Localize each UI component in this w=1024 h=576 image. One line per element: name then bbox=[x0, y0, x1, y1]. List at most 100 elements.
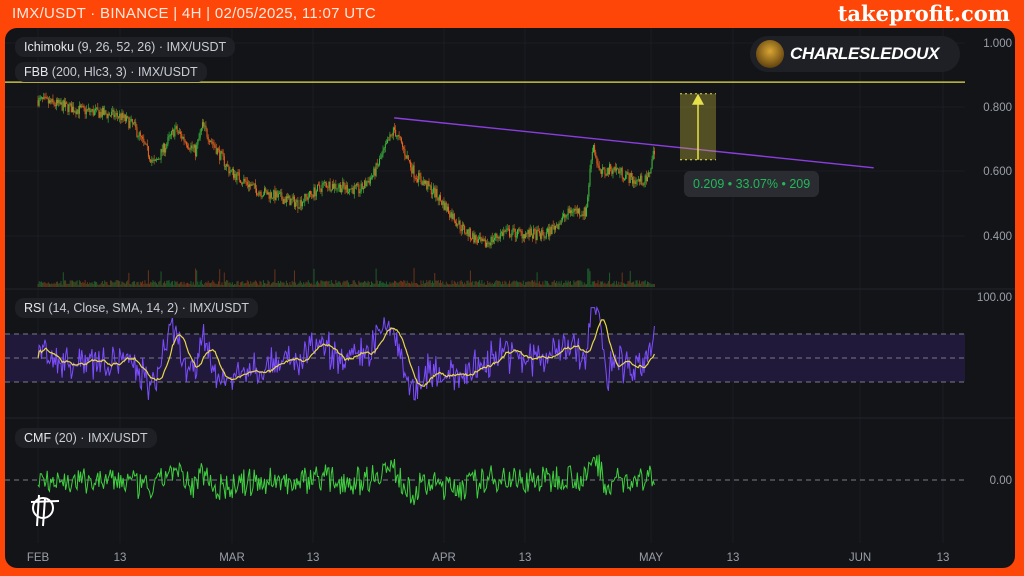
legend-cmf[interactable]: CMF (20) · IMX/USDT bbox=[15, 428, 157, 448]
candle-body bbox=[511, 233, 513, 237]
volume-bar bbox=[628, 280, 630, 287]
volume-bar bbox=[375, 268, 377, 287]
candle-body bbox=[366, 182, 368, 187]
volume-bar bbox=[170, 281, 172, 287]
candle-body bbox=[641, 175, 643, 185]
legend-cmf-name: CMF bbox=[24, 431, 52, 445]
volume-bar bbox=[351, 283, 353, 287]
candle-body bbox=[487, 242, 489, 244]
volume-bar bbox=[256, 281, 257, 287]
volume-bar bbox=[58, 283, 60, 287]
volume-bar bbox=[47, 282, 49, 287]
candle-body bbox=[650, 168, 652, 174]
candle-body bbox=[500, 232, 502, 234]
volume-bar bbox=[314, 284, 316, 287]
volume-bar bbox=[167, 280, 169, 287]
volume-bar bbox=[285, 280, 287, 287]
volume-bar bbox=[184, 284, 186, 287]
candle-body bbox=[523, 234, 525, 239]
candle-body bbox=[636, 179, 638, 182]
volume-bar bbox=[619, 284, 621, 287]
candle-body bbox=[151, 160, 153, 163]
candle-body bbox=[617, 168, 619, 170]
candle-body bbox=[352, 188, 354, 195]
volume-bar bbox=[497, 281, 499, 287]
volume-bar bbox=[621, 272, 623, 287]
candle-body bbox=[342, 181, 344, 189]
candle-body bbox=[364, 180, 366, 188]
candle-body bbox=[374, 168, 376, 176]
candle-body bbox=[40, 97, 42, 99]
volume-bar bbox=[338, 281, 340, 287]
volume-bar bbox=[100, 282, 102, 287]
volume-bar bbox=[636, 280, 638, 287]
volume-bar bbox=[396, 282, 398, 287]
volume-bar bbox=[188, 283, 190, 287]
candle-body bbox=[557, 224, 559, 229]
candle-body bbox=[118, 116, 119, 118]
volume-bar bbox=[249, 284, 251, 287]
candle-body bbox=[369, 177, 371, 184]
candle-body bbox=[496, 233, 498, 238]
candle-body bbox=[142, 136, 144, 139]
candle-body bbox=[135, 122, 137, 128]
legend-ichimoku[interactable]: Ichimoku (9, 26, 52, 26) · IMX/USDT bbox=[15, 37, 236, 57]
candle-body bbox=[249, 184, 251, 188]
volume-bar bbox=[543, 284, 545, 287]
volume-bar bbox=[599, 281, 601, 287]
volume-bar bbox=[512, 281, 514, 287]
volume-bar bbox=[205, 281, 207, 287]
chart-panel[interactable]: 1.000 0.800 0.600 0.400 100.00 0.00 FEB 13 MAR 13… bbox=[5, 28, 1015, 568]
volume-bar bbox=[421, 283, 423, 287]
candle-body bbox=[349, 188, 351, 193]
volume-bar bbox=[76, 280, 78, 287]
volume-bar bbox=[212, 280, 214, 287]
candle-body bbox=[53, 101, 55, 106]
candle-body bbox=[609, 164, 611, 175]
chart-canvas[interactable]: 1.000 0.800 0.600 0.400 100.00 0.00 FEB 13 MAR 13… bbox=[5, 28, 1015, 568]
volume-bar bbox=[459, 281, 461, 287]
volume-bar bbox=[414, 283, 416, 287]
candle-body bbox=[226, 164, 228, 167]
candle-body bbox=[499, 233, 501, 239]
volume-bar bbox=[587, 268, 589, 287]
candle-body bbox=[149, 156, 151, 160]
volume-bar bbox=[149, 283, 151, 287]
volume-bar bbox=[452, 283, 454, 287]
legend-fbb[interactable]: FBB (200, Hlc3, 3) · IMX/USDT bbox=[15, 62, 207, 82]
candle-body bbox=[514, 228, 516, 238]
volume-bar bbox=[357, 284, 359, 287]
candle-body bbox=[622, 177, 624, 180]
legend-rsi[interactable]: RSI (14, Close, SMA, 14, 2) · IMX/USDT bbox=[15, 298, 259, 318]
volume-bar bbox=[606, 283, 608, 287]
volume-bar bbox=[241, 281, 243, 287]
volume-bar bbox=[269, 284, 271, 287]
candle-body bbox=[84, 107, 86, 115]
volume-bar bbox=[180, 282, 182, 287]
brand-logo[interactable]: takeprofit.com bbox=[837, 1, 1010, 26]
volume-bar bbox=[336, 282, 338, 287]
volume-bar bbox=[453, 280, 455, 287]
candle-body bbox=[476, 240, 478, 243]
candle-body bbox=[566, 215, 568, 216]
volume-bar bbox=[377, 283, 379, 287]
volume-bar bbox=[198, 284, 200, 287]
candle-body bbox=[611, 169, 613, 174]
volume-bar bbox=[466, 280, 468, 287]
volume-bar bbox=[592, 281, 594, 287]
volume-bar bbox=[292, 281, 294, 287]
volume-bar bbox=[151, 282, 153, 287]
volume-bar bbox=[251, 283, 253, 287]
volume-bar bbox=[550, 284, 552, 287]
candle-body bbox=[130, 118, 132, 121]
volume-bar bbox=[99, 284, 101, 287]
volume-bar bbox=[131, 282, 133, 287]
candle-body bbox=[399, 136, 401, 139]
candle-body bbox=[242, 182, 244, 184]
volume-bar bbox=[319, 283, 321, 287]
candle-body bbox=[214, 145, 216, 148]
price-tick-label: 1.000 bbox=[983, 38, 1012, 50]
candle-body bbox=[227, 164, 229, 167]
volume-bar bbox=[438, 282, 440, 287]
volume-bar bbox=[265, 283, 267, 287]
